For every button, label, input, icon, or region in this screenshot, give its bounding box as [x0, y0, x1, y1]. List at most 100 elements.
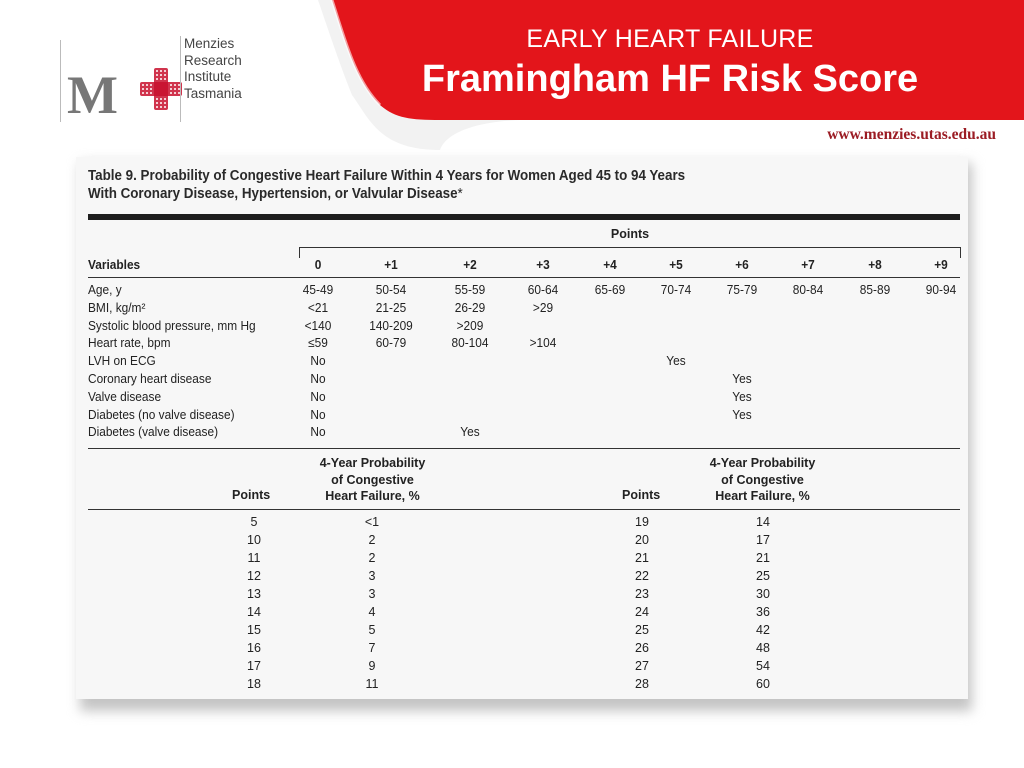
prob-header-rule: [88, 509, 960, 510]
prob-value-right: 14: [756, 515, 770, 529]
score-cell: 80-84: [792, 283, 824, 297]
score-cell: Yes: [666, 354, 686, 369]
score-cell: Yes: [460, 425, 480, 440]
prob-points-left: 15: [247, 623, 261, 637]
score-cell: No: [310, 389, 326, 404]
prob-value-right: 54: [756, 659, 770, 673]
variable-label: Age, y: [88, 283, 122, 297]
score-cell: No: [310, 407, 326, 422]
prob-value-left: 2: [368, 551, 376, 565]
score-cell: 140-209: [369, 318, 413, 333]
table-top-rule: [88, 214, 960, 220]
prob-value-left: 2: [368, 533, 376, 547]
score-cell: 55-59: [454, 283, 486, 297]
prob-points-left: 13: [247, 587, 261, 601]
points-column-header: +7: [801, 258, 815, 272]
slide-subtitle: EARLY HEART FAILURE: [526, 25, 814, 53]
prob-points-right: 19: [635, 515, 649, 529]
points-column-header: +1: [384, 258, 398, 272]
prob-points-right: 26: [635, 641, 649, 655]
prob-points-left: 18: [247, 677, 261, 691]
prob-points-left: 10: [247, 533, 261, 547]
prob-points-right: 27: [635, 659, 649, 673]
prob-value-left: 5: [368, 623, 376, 637]
points-column-group-header: Points: [610, 227, 650, 241]
prob-points-right: 22: [635, 569, 649, 583]
header: [0, 0, 1024, 150]
prob-points-header-left: Points: [232, 488, 271, 502]
points-column-header: +2: [463, 258, 477, 272]
points-column-header: +8: [868, 258, 882, 272]
prob-value-left: 7: [368, 641, 376, 655]
variable-label: Valve disease: [88, 389, 162, 404]
score-cell: No: [310, 372, 326, 386]
score-cell: 50-54: [375, 283, 407, 297]
prob-points-right: 21: [635, 551, 649, 565]
prob-points-right: 23: [635, 587, 649, 601]
score-cell: 21-25: [375, 300, 407, 315]
prob-value-right: 42: [756, 623, 770, 637]
table-caption: Table 9. Probability of Congestive Heart…: [88, 167, 685, 203]
variable-label: Coronary heart disease: [88, 372, 212, 386]
prob-points-right: 20: [635, 533, 649, 547]
score-cell: 26-29: [454, 300, 486, 315]
points-column-header: +9: [934, 258, 948, 272]
score-cell: 85-89: [859, 283, 891, 297]
variable-label: Systolic blood pressure, mm Hg: [88, 318, 256, 333]
score-cell: 60-64: [527, 283, 559, 297]
score-cell: >29: [532, 300, 554, 315]
score-cell: <140: [304, 318, 332, 333]
logo-m-letter: M: [60, 40, 125, 122]
points-column-header: +5: [669, 258, 683, 272]
points-bracket: [299, 247, 961, 258]
prob-value-right: 30: [756, 587, 770, 601]
score-cell: >104: [529, 336, 557, 351]
score-cell: >209: [456, 318, 484, 333]
points-column-header: +3: [536, 258, 550, 272]
prob-points-left: 14: [247, 605, 261, 619]
prob-value-left: 4: [368, 605, 376, 619]
score-cell: 60-79: [375, 336, 407, 351]
prob-points-left: 16: [247, 641, 261, 655]
header-rule: [88, 277, 960, 278]
slide-title: Framingham HF Risk Score: [421, 58, 919, 100]
score-cell: 70-74: [660, 283, 692, 297]
score-cell: 65-69: [594, 283, 626, 297]
medical-cross-icon: [140, 68, 182, 110]
prob-value-right: 25: [756, 569, 770, 583]
variable-label: Diabetes (no valve disease): [88, 407, 235, 422]
prob-value-right: 21: [756, 551, 770, 565]
logo-line: Research: [184, 52, 242, 68]
score-cell: Yes: [732, 389, 752, 404]
header-red-band: [318, 0, 1024, 150]
score-cell: No: [310, 425, 326, 440]
prob-header-left: 4-Year Probability of Congestive Heart F…: [319, 456, 426, 503]
website-url: www.menzies.utas.edu.au: [827, 126, 996, 143]
variables-header: Variables: [88, 258, 141, 272]
score-cell: Yes: [732, 372, 752, 386]
prob-value-left: 11: [365, 677, 379, 691]
prob-value-left: 9: [368, 659, 376, 673]
logo-line: Menzies: [184, 36, 235, 51]
prob-value-right: 36: [756, 605, 770, 619]
logo-divider: [180, 36, 181, 122]
points-column-header: +6: [735, 258, 749, 272]
prob-value-left: 3: [368, 587, 376, 601]
caption-line-2: With Coronary Disease, Hypertension, or …: [88, 186, 463, 202]
prob-value-right: 60: [756, 677, 770, 691]
score-cell: 75-79: [726, 283, 758, 297]
prob-points-left: 12: [247, 569, 261, 583]
prob-value-left: 3: [368, 569, 376, 583]
prob-header-right: 4-Year Probability of Congestive Heart F…: [709, 456, 816, 503]
prob-points-left: 5: [250, 515, 258, 529]
score-cell: 80-104: [451, 336, 489, 351]
variable-label: Heart rate, bpm: [88, 336, 171, 351]
variable-label: BMI, kg/m²: [88, 300, 146, 315]
section-rule: [88, 448, 960, 449]
logo-line: Tasmania: [184, 85, 242, 101]
prob-points-right: 24: [635, 605, 649, 619]
variable-label: Diabetes (valve disease): [88, 425, 219, 440]
score-cell: No: [310, 354, 326, 369]
score-cell: 45-49: [302, 283, 334, 297]
logo-line: Institute: [184, 69, 232, 84]
